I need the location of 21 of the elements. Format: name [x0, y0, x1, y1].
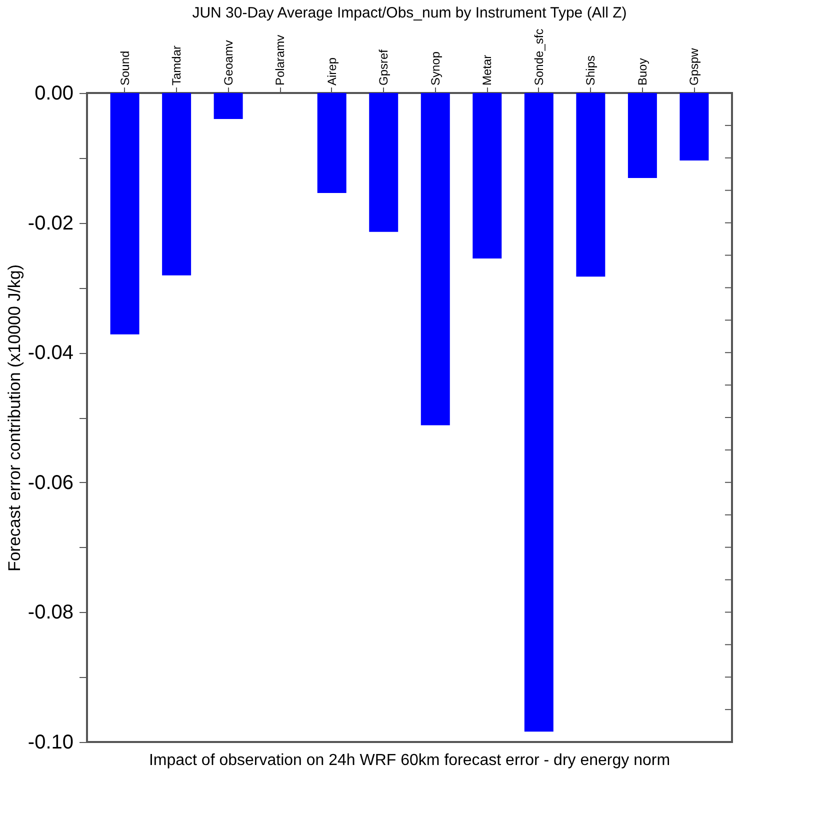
y-tick-label: -0.02	[28, 212, 74, 234]
x-tick-label: Buoy	[635, 58, 650, 86]
x-tick-label: Gpsref	[376, 48, 391, 86]
x-tick-label: Airep	[324, 57, 339, 86]
x-tick-label: Tamdar	[170, 45, 184, 86]
chart-title: JUN 30-Day Average Impact/Obs_num by Instrument Type (All Z)	[192, 4, 627, 22]
x-tick-label: Ships	[584, 55, 598, 86]
y-tick-label: -0.10	[28, 732, 74, 754]
y-tick-label: -0.06	[28, 472, 74, 494]
x-tick-label: Polaramv	[273, 34, 288, 86]
x-tick-label: Metar	[480, 54, 494, 86]
x-tick-label: Gpspw	[687, 48, 702, 86]
y-tick-label: -0.08	[28, 602, 74, 624]
y-tick-label: 0.00	[34, 82, 74, 104]
x-tick-label: Sonde_sfc	[532, 28, 546, 86]
y-axis-title: Forecast error contribution (x10000 J/kg)	[4, 264, 24, 572]
x-tick-label: Synop	[428, 51, 442, 86]
y-tick-label: -0.04	[28, 342, 74, 364]
x-axis-title: Impact of observation on 24h WRF 60km forecast error - dry energy norm	[148, 752, 670, 769]
x-tick-label: Geoamv	[221, 40, 236, 86]
x-tick-label: Sound	[118, 50, 132, 86]
